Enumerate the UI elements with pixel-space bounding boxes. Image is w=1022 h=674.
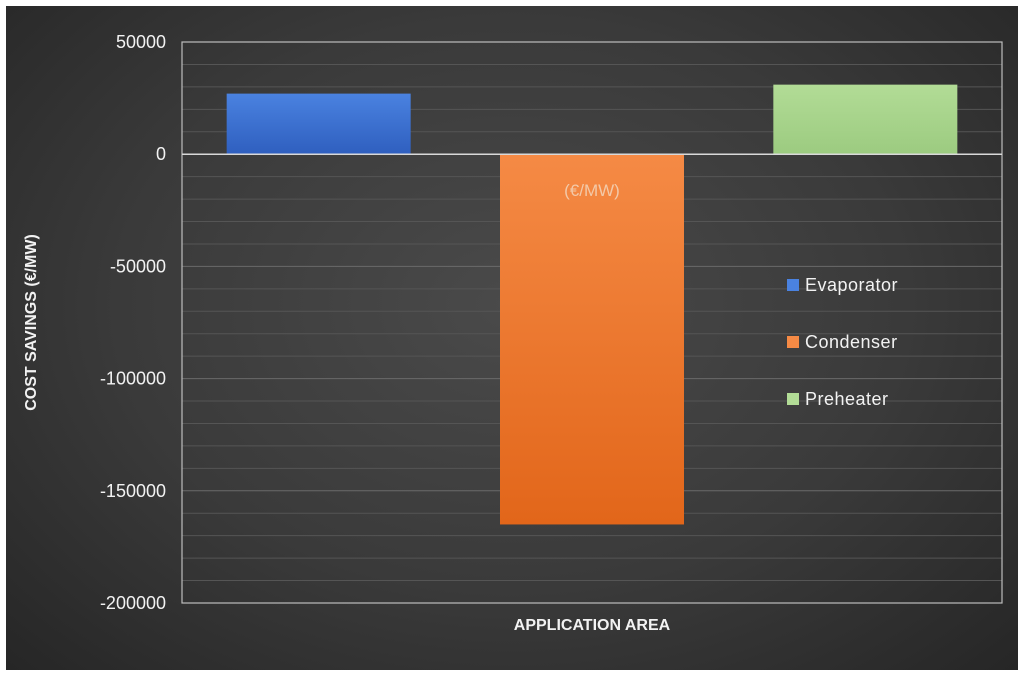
legend-label-evaporator: Evaporator <box>805 275 898 295</box>
y-tick-label: -50000 <box>110 256 166 276</box>
annotation-label: (€/MW) <box>564 181 620 200</box>
legend: Evaporator Condenser Preheater <box>787 275 898 409</box>
y-tick-labels: 50000 0 -50000 -100000 -150000 -200000 <box>100 32 166 613</box>
bar-evaporator <box>226 93 411 155</box>
plot-area-border <box>181 41 1003 604</box>
legend-label-condenser: Condenser <box>805 332 898 352</box>
bar-preheater <box>773 84 958 155</box>
legend-swatch-evaporator <box>787 279 799 291</box>
y-tick-label: 0 <box>156 144 166 164</box>
legend-swatch-preheater <box>787 393 799 405</box>
y-tick-label: 50000 <box>116 32 166 52</box>
y-tick-label: -100000 <box>100 369 166 389</box>
legend-swatch-condenser <box>787 336 799 348</box>
y-axis-title: COST SAVINGS (€/MW) <box>23 234 40 411</box>
bars <box>226 84 958 525</box>
chart-frame: 50000 0 -50000 -100000 -150000 -200000 (€/MW)… <box>6 6 1018 670</box>
y-tick-label: -150000 <box>100 481 166 501</box>
x-axis-title: APPLICATION AREA <box>514 617 671 634</box>
bar-condenser <box>500 154 684 525</box>
y-tick-label: -200000 <box>100 593 166 613</box>
legend-label-preheater: Preheater <box>805 389 889 409</box>
bar-chart: 50000 0 -50000 -100000 -150000 -200000 (€/MW)… <box>23 32 1003 634</box>
